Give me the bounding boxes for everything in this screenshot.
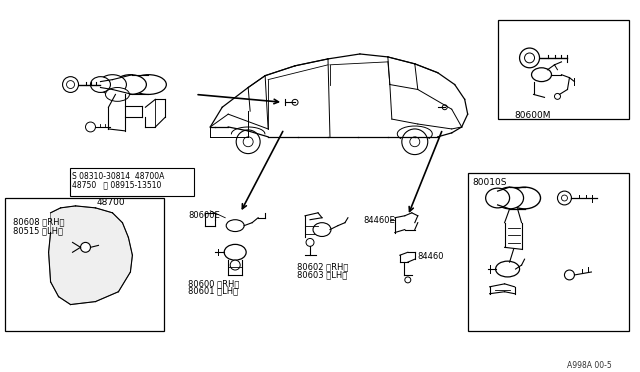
Ellipse shape [115, 75, 147, 94]
Circle shape [306, 238, 314, 246]
Ellipse shape [495, 187, 524, 209]
Circle shape [243, 137, 253, 147]
Text: S 08310-30814  48700A: S 08310-30814 48700A [72, 172, 164, 182]
Bar [498, 20, 629, 119]
Ellipse shape [224, 244, 246, 260]
Ellipse shape [532, 68, 552, 81]
Circle shape [557, 191, 572, 205]
Text: A998A 00-5: A998A 00-5 [568, 361, 612, 370]
Ellipse shape [509, 187, 541, 209]
Circle shape [236, 130, 260, 154]
Circle shape [86, 122, 95, 132]
Circle shape [292, 99, 298, 105]
Text: 80601 〈LH〉: 80601 〈LH〉 [188, 287, 239, 296]
Polygon shape [49, 206, 132, 305]
Bar [468, 173, 629, 331]
Circle shape [410, 137, 420, 147]
Text: 80603 〈LH〉: 80603 〈LH〉 [297, 270, 348, 279]
Text: 80600M: 80600M [515, 111, 551, 120]
Circle shape [564, 270, 575, 280]
Ellipse shape [313, 223, 331, 237]
Text: 80600E: 80600E [188, 211, 220, 220]
Ellipse shape [486, 188, 509, 208]
Text: 84460E: 84460E [363, 216, 395, 225]
Text: 48700: 48700 [96, 198, 125, 207]
Circle shape [561, 195, 568, 201]
Circle shape [402, 129, 428, 155]
Bar [70, 169, 195, 196]
Ellipse shape [495, 261, 520, 277]
Text: 48750   Ⓦ 08915-13510: 48750 Ⓦ 08915-13510 [72, 180, 161, 189]
Circle shape [81, 243, 90, 252]
Ellipse shape [226, 220, 244, 231]
Circle shape [525, 53, 534, 63]
Text: 80010S: 80010S [473, 178, 507, 187]
Text: 84460: 84460 [418, 252, 444, 261]
Circle shape [554, 93, 561, 99]
Text: 80602 〈RH〉: 80602 〈RH〉 [297, 262, 348, 271]
Circle shape [520, 48, 540, 68]
Text: 80600 〈RH〉: 80600 〈RH〉 [188, 279, 239, 288]
Circle shape [67, 81, 74, 89]
Text: 80515 〈LH〉: 80515 〈LH〉 [13, 227, 63, 235]
Ellipse shape [90, 77, 111, 93]
Text: 80608 〈RH〉: 80608 〈RH〉 [13, 218, 64, 227]
Ellipse shape [106, 87, 129, 101]
Bar [125, 106, 142, 117]
Ellipse shape [99, 75, 127, 94]
Ellipse shape [131, 75, 166, 94]
Circle shape [405, 277, 411, 283]
Circle shape [63, 77, 79, 93]
Bar [4, 198, 164, 331]
Circle shape [230, 260, 240, 270]
Circle shape [442, 105, 447, 110]
